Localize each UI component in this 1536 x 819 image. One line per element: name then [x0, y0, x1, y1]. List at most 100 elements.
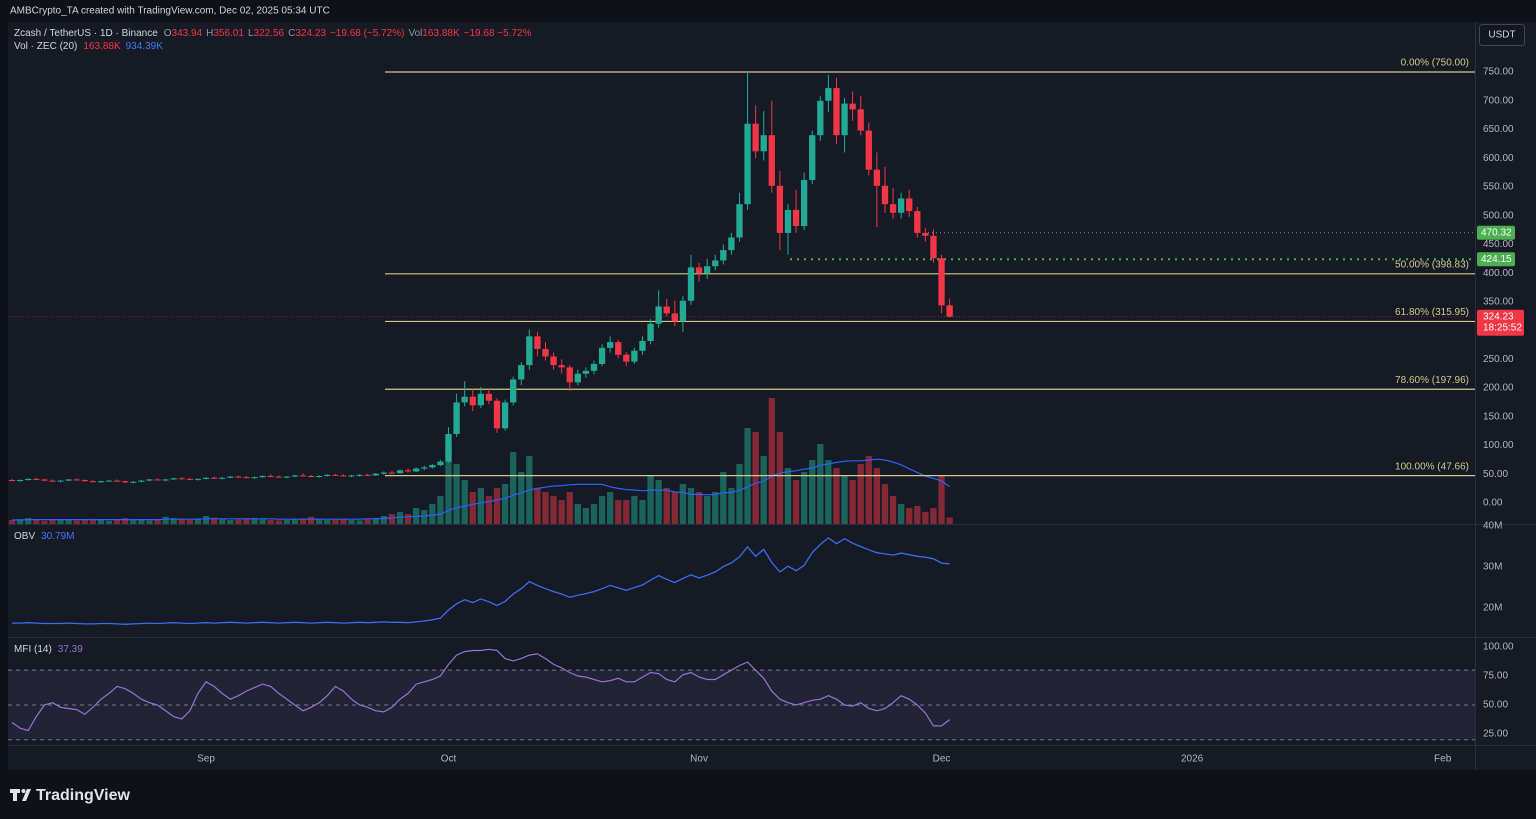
volume-bar: [429, 504, 436, 524]
volume-bar: [122, 518, 129, 524]
volume-bar: [307, 516, 315, 524]
y-tick-label: 350.00: [1483, 297, 1514, 308]
fib-level-label: 78.60% (197.96): [1395, 375, 1469, 386]
candle-body: [881, 185, 889, 205]
mfi-line: [11, 648, 950, 732]
candle-body: [194, 478, 202, 480]
candle-body: [81, 480, 88, 482]
candle-body: [16, 480, 24, 482]
volume-bar: [348, 520, 355, 524]
y-tick-label: 450.00: [1483, 239, 1514, 250]
volume-bar: [97, 520, 105, 524]
volume-bar: [607, 492, 614, 524]
volume-bar: [146, 520, 153, 524]
candle-body: [33, 478, 40, 480]
candle-body: [57, 480, 64, 482]
candle-body: [736, 204, 743, 238]
candle-body: [8, 480, 16, 482]
price-level-tag: [1477, 225, 1515, 240]
candle-body: [372, 473, 379, 476]
volume-bar: [105, 520, 113, 524]
volume-bar: [364, 519, 371, 524]
x-tick-label: Nov: [690, 754, 708, 765]
candle-body: [485, 393, 493, 401]
symbol-legend: Zcash / TetherUS · 1D · Binance O343.94 H3…: [14, 28, 532, 39]
candle-body: [41, 479, 48, 481]
candle-body: [146, 479, 153, 481]
candle-body: [461, 396, 468, 403]
candle-body: [235, 476, 242, 478]
candle-body: [429, 465, 436, 468]
candle-body: [154, 479, 161, 481]
volume-bar: [485, 496, 493, 524]
volume-bar: [396, 512, 404, 524]
x-tick-label: Sep: [197, 754, 215, 765]
candle-body: [760, 135, 767, 152]
candle-body: [914, 211, 921, 233]
volume-bar: [768, 398, 775, 524]
candle-body: [889, 204, 897, 213]
y-tick-label: 650.00: [1483, 124, 1514, 135]
candle-body: [679, 300, 687, 322]
candle-body: [283, 476, 291, 478]
plot-area: [8, 22, 1475, 745]
candle-body: [178, 478, 185, 480]
candle-body: [849, 103, 856, 110]
candle-body: [105, 480, 113, 482]
candle-body: [566, 367, 573, 383]
candle-body: [582, 370, 590, 374]
candle-body: [817, 100, 824, 136]
volume-bar: [243, 518, 250, 524]
currency-label: USDT: [1488, 30, 1515, 41]
volume-bar: [760, 456, 767, 524]
volume-bar: [687, 488, 695, 524]
candle-body: [73, 479, 80, 481]
volume-bar: [283, 520, 291, 524]
brand-name: TradingView: [36, 787, 131, 804]
candle-body: [574, 373, 581, 383]
candle-body: [930, 235, 937, 259]
volume-bar: [33, 520, 40, 524]
candle-body: [307, 476, 315, 478]
volume-bar: [130, 519, 137, 524]
x-tick-label: Feb: [1434, 754, 1452, 765]
volume-bar: [938, 476, 945, 524]
candle-body: [526, 336, 533, 366]
candle-body: [510, 379, 517, 403]
volume-bar: [235, 519, 242, 524]
candle-body: [857, 109, 864, 131]
quote-value: 356.01: [213, 28, 244, 39]
candle-body: [65, 479, 72, 481]
mfi-tick-label: 75.00: [1483, 671, 1508, 682]
volume-bar: [493, 488, 501, 524]
volume-bar: [841, 476, 848, 524]
volume-bar: [291, 519, 299, 524]
currency-button[interactable]: [1479, 24, 1525, 46]
candle-body: [720, 250, 727, 261]
volume-bar: [469, 492, 476, 524]
obv-name: OBV: [14, 531, 35, 542]
volume-bar: [421, 510, 428, 524]
volume-bar: [849, 480, 856, 524]
volume-bar: [615, 500, 622, 524]
volume-bar: [598, 496, 606, 524]
y-tick-label: 250.00: [1483, 354, 1514, 365]
candle-body: [138, 480, 145, 482]
volume-bar: [889, 496, 897, 524]
volume-bar: [647, 476, 654, 524]
mfi-tick-label: 100.00: [1483, 642, 1514, 653]
obv-tick-label: 20M: [1483, 603, 1502, 614]
candle-body: [518, 365, 525, 380]
mfi-tick-label: 25.00: [1483, 729, 1508, 740]
mfi-name: MFI (14): [14, 644, 52, 655]
quote-value: 343.94: [172, 28, 203, 39]
volume-bar: [809, 460, 816, 524]
quote-change: −19.68 (−5.72%): [330, 28, 405, 39]
candle-body: [590, 363, 598, 371]
volume-bar: [695, 492, 703, 524]
volume-bar: [49, 520, 56, 524]
y-tick-label: 0.00: [1483, 498, 1503, 509]
y-tick-label: 700.00: [1483, 95, 1514, 106]
countdown-label: 18:25:52: [1483, 322, 1522, 333]
candle-body: [170, 478, 177, 480]
